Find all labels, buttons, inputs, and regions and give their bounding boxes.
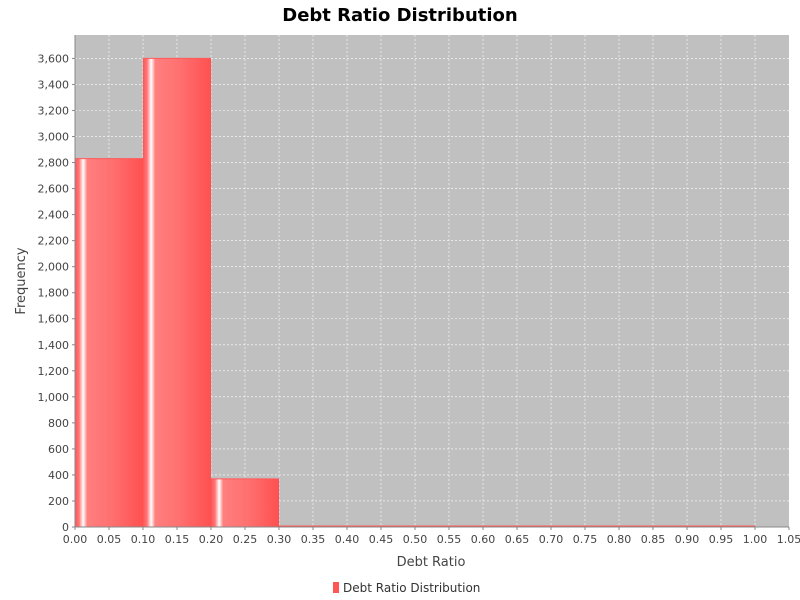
x-tick-label: 0.10 — [131, 533, 156, 546]
y-tick-label: 200 — [48, 495, 69, 508]
x-tick-label: 0.20 — [199, 533, 224, 546]
y-tick-label: 3,200 — [38, 104, 70, 117]
x-tick-label: 0.55 — [437, 533, 462, 546]
x-tick-label: 0.65 — [505, 533, 530, 546]
x-tick-label: 0.45 — [369, 533, 394, 546]
axes — [74, 35, 789, 528]
x-axis-label: Debt Ratio — [397, 555, 466, 570]
y-tick-label: 3,600 — [38, 52, 70, 65]
y-tick-label: 400 — [48, 469, 69, 482]
x-tick-label: 0.25 — [233, 533, 258, 546]
x-tick-label: 0.80 — [607, 533, 632, 546]
x-tick-label: 0.35 — [301, 533, 326, 546]
histogram-bar — [279, 525, 347, 527]
x-tick-label: 0.30 — [267, 533, 292, 546]
x-tick-label: 0.00 — [63, 533, 88, 546]
legend: Debt Ratio Distribution — [333, 581, 480, 595]
x-tick-label: 0.75 — [573, 533, 598, 546]
y-tick-label: 2,800 — [38, 157, 70, 170]
bars — [75, 57, 755, 528]
y-tick-label: 2,400 — [38, 209, 70, 222]
x-tick-label: 0.40 — [335, 533, 360, 546]
x-tick-label: 0.15 — [165, 533, 190, 546]
x-tick-label: 0.85 — [641, 533, 666, 546]
y-axis-label: Frequency — [14, 247, 29, 314]
x-tick-label: 0.90 — [675, 533, 700, 546]
y-tick-label: 800 — [48, 417, 69, 430]
legend-swatch — [333, 582, 339, 593]
x-tick-label: 0.95 — [709, 533, 734, 546]
x-tick-label: 0.05 — [97, 533, 122, 546]
histogram-bar — [143, 58, 211, 528]
y-tick-label: 0 — [62, 521, 69, 534]
x-tick-label: 1.00 — [743, 533, 768, 546]
y-tick-label: 1,200 — [38, 365, 70, 378]
x-tick-label: 0.50 — [403, 533, 428, 546]
y-tick-label: 2,000 — [38, 261, 70, 274]
y-axis-ticks: 0 200 400 600 800 1,000 1,200 1,400 1,600 1,800 2,… — [38, 52, 75, 534]
y-tick-label: 3,000 — [38, 131, 70, 144]
y-tick-label: 1,600 — [38, 313, 70, 326]
x-tick-label: 0.70 — [539, 533, 564, 546]
legend-label: Debt Ratio Distribution — [343, 581, 480, 595]
y-tick-label: 2,200 — [38, 235, 70, 248]
x-axis-ticks: 0.00 0.05 0.10 0.15 0.20 0.25 0.30 0.35 0.40 0.45… — [63, 527, 800, 546]
y-tick-label: 600 — [48, 443, 69, 456]
y-tick-label: 1,800 — [38, 287, 70, 300]
y-tick-label: 1,000 — [38, 391, 70, 404]
y-tick-label: 1,400 — [38, 339, 70, 352]
histogram-bar — [211, 478, 279, 527]
histogram-bar — [75, 158, 143, 527]
x-tick-label: 1.05 — [777, 533, 800, 546]
y-tick-label: 3,400 — [38, 78, 70, 91]
y-tick-label: 2,600 — [38, 183, 70, 196]
x-tick-label: 0.60 — [471, 533, 496, 546]
chart-title: Debt Ratio Distribution — [282, 5, 517, 26]
